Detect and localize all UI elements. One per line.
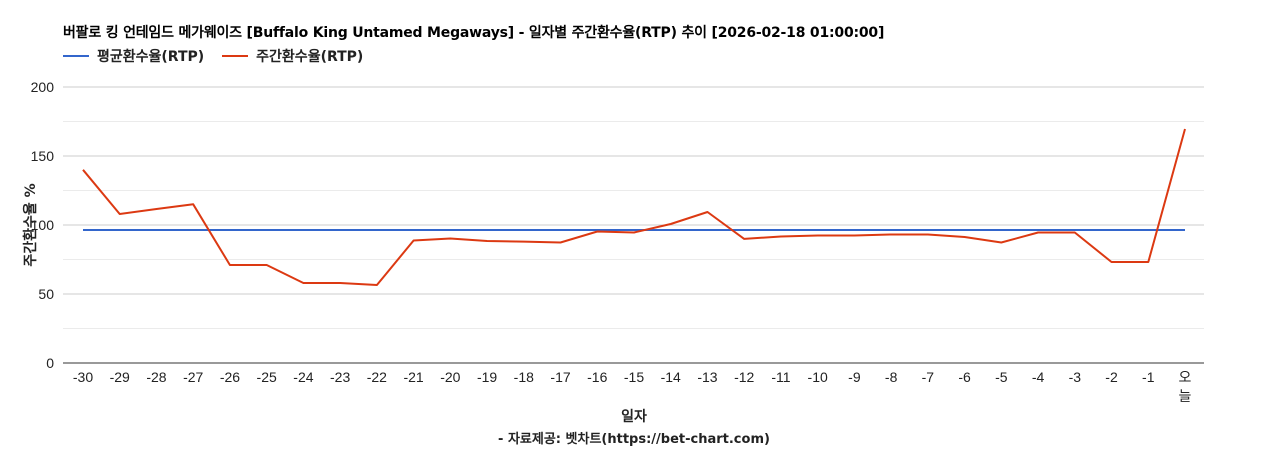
x-tick-label: -17: [550, 369, 570, 385]
x-tick-label: -21: [403, 369, 423, 385]
x-tick-label: -10: [808, 369, 828, 385]
chart-legend: 평균환수율(RTP) 주간환수율(RTP): [63, 46, 381, 66]
data-source-credit: - 자료제공: 벳차트(https://bet-chart.com): [498, 432, 770, 447]
x-tick-label: -2: [1105, 369, 1118, 385]
x-tick-label: -6: [958, 369, 971, 385]
x-axis-label: 일자: [621, 409, 647, 425]
x-tick-label: -19: [477, 369, 497, 385]
legend-label-average: 평균환수율(RTP): [97, 49, 205, 65]
weekly-rtp-line[interactable]: [82, 128, 1186, 286]
legend-label-weekly: 주간환수율(RTP): [256, 49, 364, 65]
y-tick-label: 150: [31, 148, 55, 164]
x-tick-label: -3: [1069, 369, 1082, 385]
x-tick-label: -8: [885, 369, 898, 385]
x-tick-label: -27: [183, 369, 203, 385]
x-tick-label: -29: [110, 369, 130, 385]
x-tick-label: -30: [73, 369, 93, 385]
chart-title: 버팔로 킹 언테임드 메가웨이즈 [Buffalo King Untamed M…: [63, 25, 885, 41]
x-tick-label: -4: [1032, 369, 1045, 385]
x-tick-label: -5: [995, 369, 1008, 385]
x-tick-label: 오: [1179, 369, 1192, 385]
y-tick-label: 100: [31, 217, 55, 233]
legend-item-average-rtp[interactable]: 평균환수율(RTP): [63, 46, 204, 66]
x-tick-label: -22: [367, 369, 387, 385]
x-tick-label: 늘: [1179, 388, 1192, 404]
legend-swatch-average: [63, 55, 89, 57]
x-axis-ticks: -30 -29 -28 -27 -26 -25 -24 -23 -22 -21 -20 -19 -18-…: [73, 369, 1192, 404]
y-tick-label: 50: [38, 286, 54, 302]
y-axis-ticks: 0 50 100 150 200: [31, 79, 55, 371]
y-axis-label: 주간환수율 %: [23, 183, 39, 267]
x-tick-label: -16: [587, 369, 607, 385]
x-tick-label: -1: [1142, 369, 1155, 385]
y-tick-label: 0: [46, 355, 54, 371]
x-tick-label: -28: [146, 369, 166, 385]
x-tick-label: -18: [514, 369, 534, 385]
x-tick-label: -24: [293, 369, 313, 385]
gridlines: [63, 86, 1204, 329]
x-tick-label: -7: [922, 369, 935, 385]
x-tick-label: -23: [330, 369, 350, 385]
x-tick-label: -12: [734, 369, 754, 385]
y-tick-label: 200: [31, 79, 55, 95]
legend-swatch-weekly: [222, 55, 249, 57]
x-tick-label: -13: [697, 369, 717, 385]
x-tick-label: -9: [848, 369, 861, 385]
x-tick-label: -14: [661, 369, 681, 385]
legend-item-weekly-rtp[interactable]: 주간환수율(RTP): [222, 46, 363, 66]
x-tick-label: -26: [220, 369, 240, 385]
x-tick-label: -11: [771, 369, 790, 385]
series-lines: [82, 128, 1186, 286]
x-tick-label: -25: [257, 369, 277, 385]
x-tick-label: -20: [440, 369, 460, 385]
x-tick-label: -15: [624, 369, 644, 385]
